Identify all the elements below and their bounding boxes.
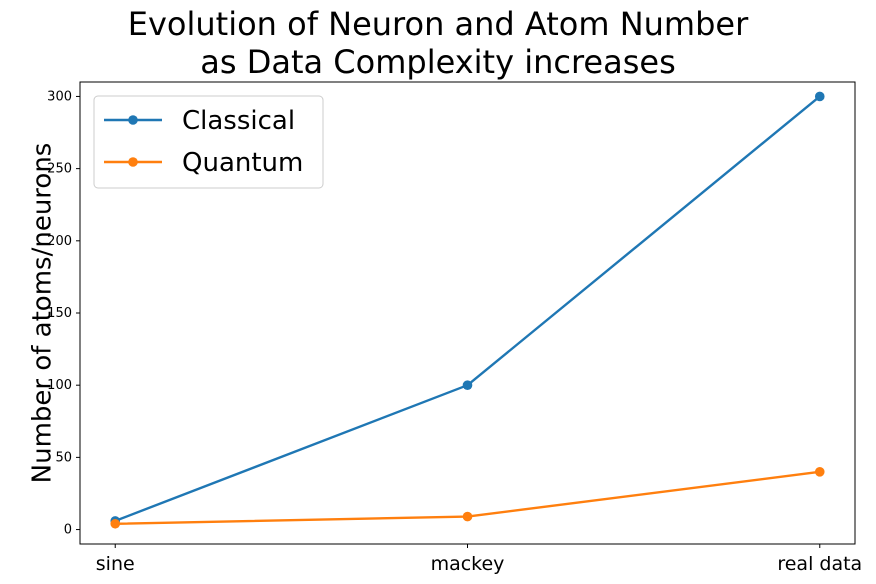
- data-point-quantum: [110, 518, 121, 529]
- y-tick-label: 100: [47, 378, 72, 393]
- y-tick-label: 150: [47, 306, 72, 321]
- legend-label-quantum: Quantum: [182, 148, 303, 178]
- legend-label-classical: Classical: [182, 106, 295, 136]
- chart-title-line-1: Evolution of Neuron and Atom Number: [127, 5, 749, 43]
- y-tick-label: 250: [47, 162, 72, 177]
- data-point-quantum: [462, 511, 473, 522]
- x-tick-label: sine: [96, 553, 135, 575]
- legend-marker-quantum: [128, 157, 138, 167]
- y-tick-label: 200: [47, 234, 72, 249]
- y-tick-label: 0: [64, 523, 72, 538]
- y-axis-label: Number of atoms/neurons: [28, 143, 58, 484]
- chart-title-line-2: as Data Complexity increases: [200, 43, 676, 81]
- data-point-classical: [814, 91, 825, 102]
- x-tick-label: real data: [777, 553, 862, 575]
- legend-marker-classical: [128, 115, 138, 125]
- y-tick-label: 300: [47, 89, 72, 104]
- x-tick-label: mackey: [431, 553, 505, 575]
- y-tick-label: 50: [55, 450, 72, 465]
- data-point-quantum: [814, 467, 825, 477]
- data-point-classical: [462, 380, 473, 390]
